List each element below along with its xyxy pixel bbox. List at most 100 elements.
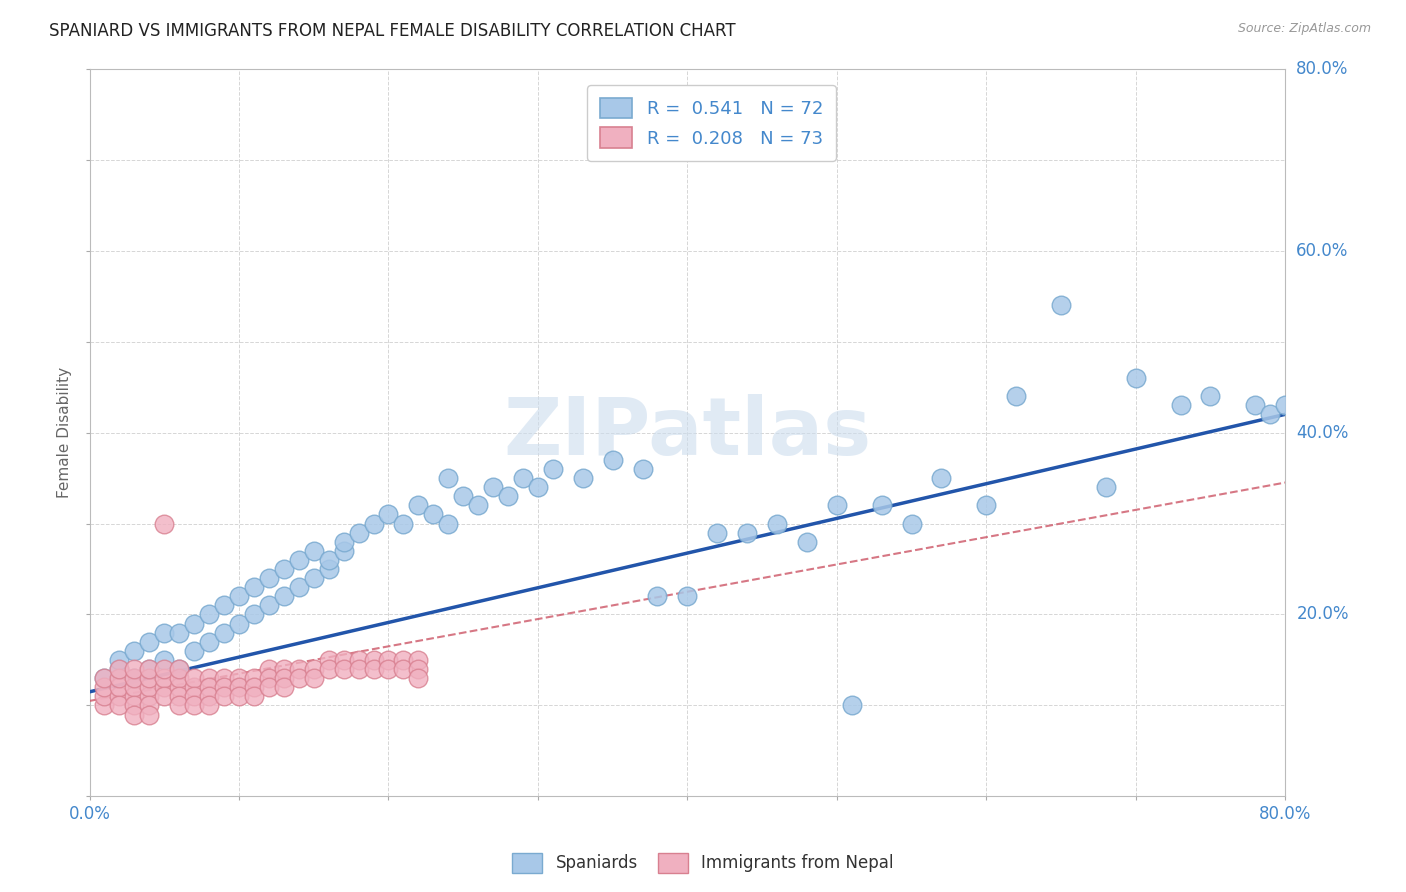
Point xyxy=(198,671,221,685)
Point xyxy=(212,680,235,694)
Point xyxy=(273,562,295,576)
Point xyxy=(347,653,370,667)
Point xyxy=(377,508,399,522)
Point xyxy=(167,690,190,704)
Point xyxy=(167,662,190,676)
Point xyxy=(1125,371,1147,385)
Point xyxy=(302,671,325,685)
Point xyxy=(1244,398,1267,412)
Point xyxy=(138,680,160,694)
Legend: Spaniards, Immigrants from Nepal: Spaniards, Immigrants from Nepal xyxy=(506,847,900,880)
Point xyxy=(183,644,205,658)
Point xyxy=(288,553,311,567)
Point xyxy=(496,489,519,503)
Point xyxy=(437,471,460,485)
Point xyxy=(408,662,430,676)
Point xyxy=(124,662,146,676)
Point xyxy=(108,662,131,676)
Point xyxy=(437,516,460,531)
Point xyxy=(676,589,699,603)
Point xyxy=(93,698,115,713)
Point xyxy=(257,680,280,694)
Point xyxy=(243,680,266,694)
Point xyxy=(108,653,131,667)
Point xyxy=(124,680,146,694)
Point xyxy=(900,516,922,531)
Point xyxy=(482,480,505,494)
Point xyxy=(273,662,295,676)
Point xyxy=(257,662,280,676)
Point xyxy=(153,690,176,704)
Point xyxy=(392,653,415,667)
Point xyxy=(363,662,385,676)
Point xyxy=(183,671,205,685)
Point xyxy=(332,534,354,549)
Point xyxy=(108,680,131,694)
Point xyxy=(167,662,190,676)
Point xyxy=(93,671,115,685)
Point xyxy=(153,653,176,667)
Point xyxy=(212,671,235,685)
Point xyxy=(167,625,190,640)
Y-axis label: Female Disability: Female Disability xyxy=(58,367,72,498)
Point xyxy=(631,462,654,476)
Text: ZIPatlas: ZIPatlas xyxy=(503,393,872,472)
Point xyxy=(541,462,564,476)
Point xyxy=(347,525,370,540)
Point xyxy=(512,471,534,485)
Point xyxy=(198,607,221,622)
Point xyxy=(931,471,953,485)
Point xyxy=(124,707,146,722)
Point xyxy=(228,589,250,603)
Point xyxy=(243,690,266,704)
Point xyxy=(138,690,160,704)
Point xyxy=(841,698,863,713)
Point xyxy=(243,671,266,685)
Point xyxy=(153,516,176,531)
Point xyxy=(467,498,489,512)
Point xyxy=(363,516,385,531)
Point xyxy=(273,671,295,685)
Point xyxy=(153,680,176,694)
Point xyxy=(825,498,848,512)
Point xyxy=(257,671,280,685)
Point xyxy=(332,653,354,667)
Point xyxy=(288,671,311,685)
Point xyxy=(243,580,266,594)
Point xyxy=(198,698,221,713)
Point xyxy=(108,690,131,704)
Point xyxy=(138,634,160,648)
Point xyxy=(228,616,250,631)
Point xyxy=(451,489,474,503)
Point xyxy=(377,662,399,676)
Point xyxy=(138,707,160,722)
Point xyxy=(124,698,146,713)
Point xyxy=(108,698,131,713)
Point xyxy=(198,680,221,694)
Point xyxy=(124,644,146,658)
Text: 40.0%: 40.0% xyxy=(1296,424,1348,442)
Point xyxy=(288,580,311,594)
Point xyxy=(647,589,669,603)
Point xyxy=(153,671,176,685)
Point xyxy=(273,680,295,694)
Point xyxy=(1095,480,1118,494)
Point xyxy=(318,653,340,667)
Point xyxy=(108,662,131,676)
Point xyxy=(392,662,415,676)
Point xyxy=(392,516,415,531)
Point xyxy=(93,671,115,685)
Point xyxy=(527,480,550,494)
Point xyxy=(183,698,205,713)
Point xyxy=(257,599,280,613)
Point xyxy=(1170,398,1192,412)
Point xyxy=(93,690,115,704)
Point xyxy=(408,653,430,667)
Point xyxy=(1050,298,1073,312)
Point xyxy=(974,498,997,512)
Point xyxy=(766,516,789,531)
Point xyxy=(183,690,205,704)
Point xyxy=(602,452,624,467)
Point xyxy=(363,653,385,667)
Text: 20.0%: 20.0% xyxy=(1296,606,1348,624)
